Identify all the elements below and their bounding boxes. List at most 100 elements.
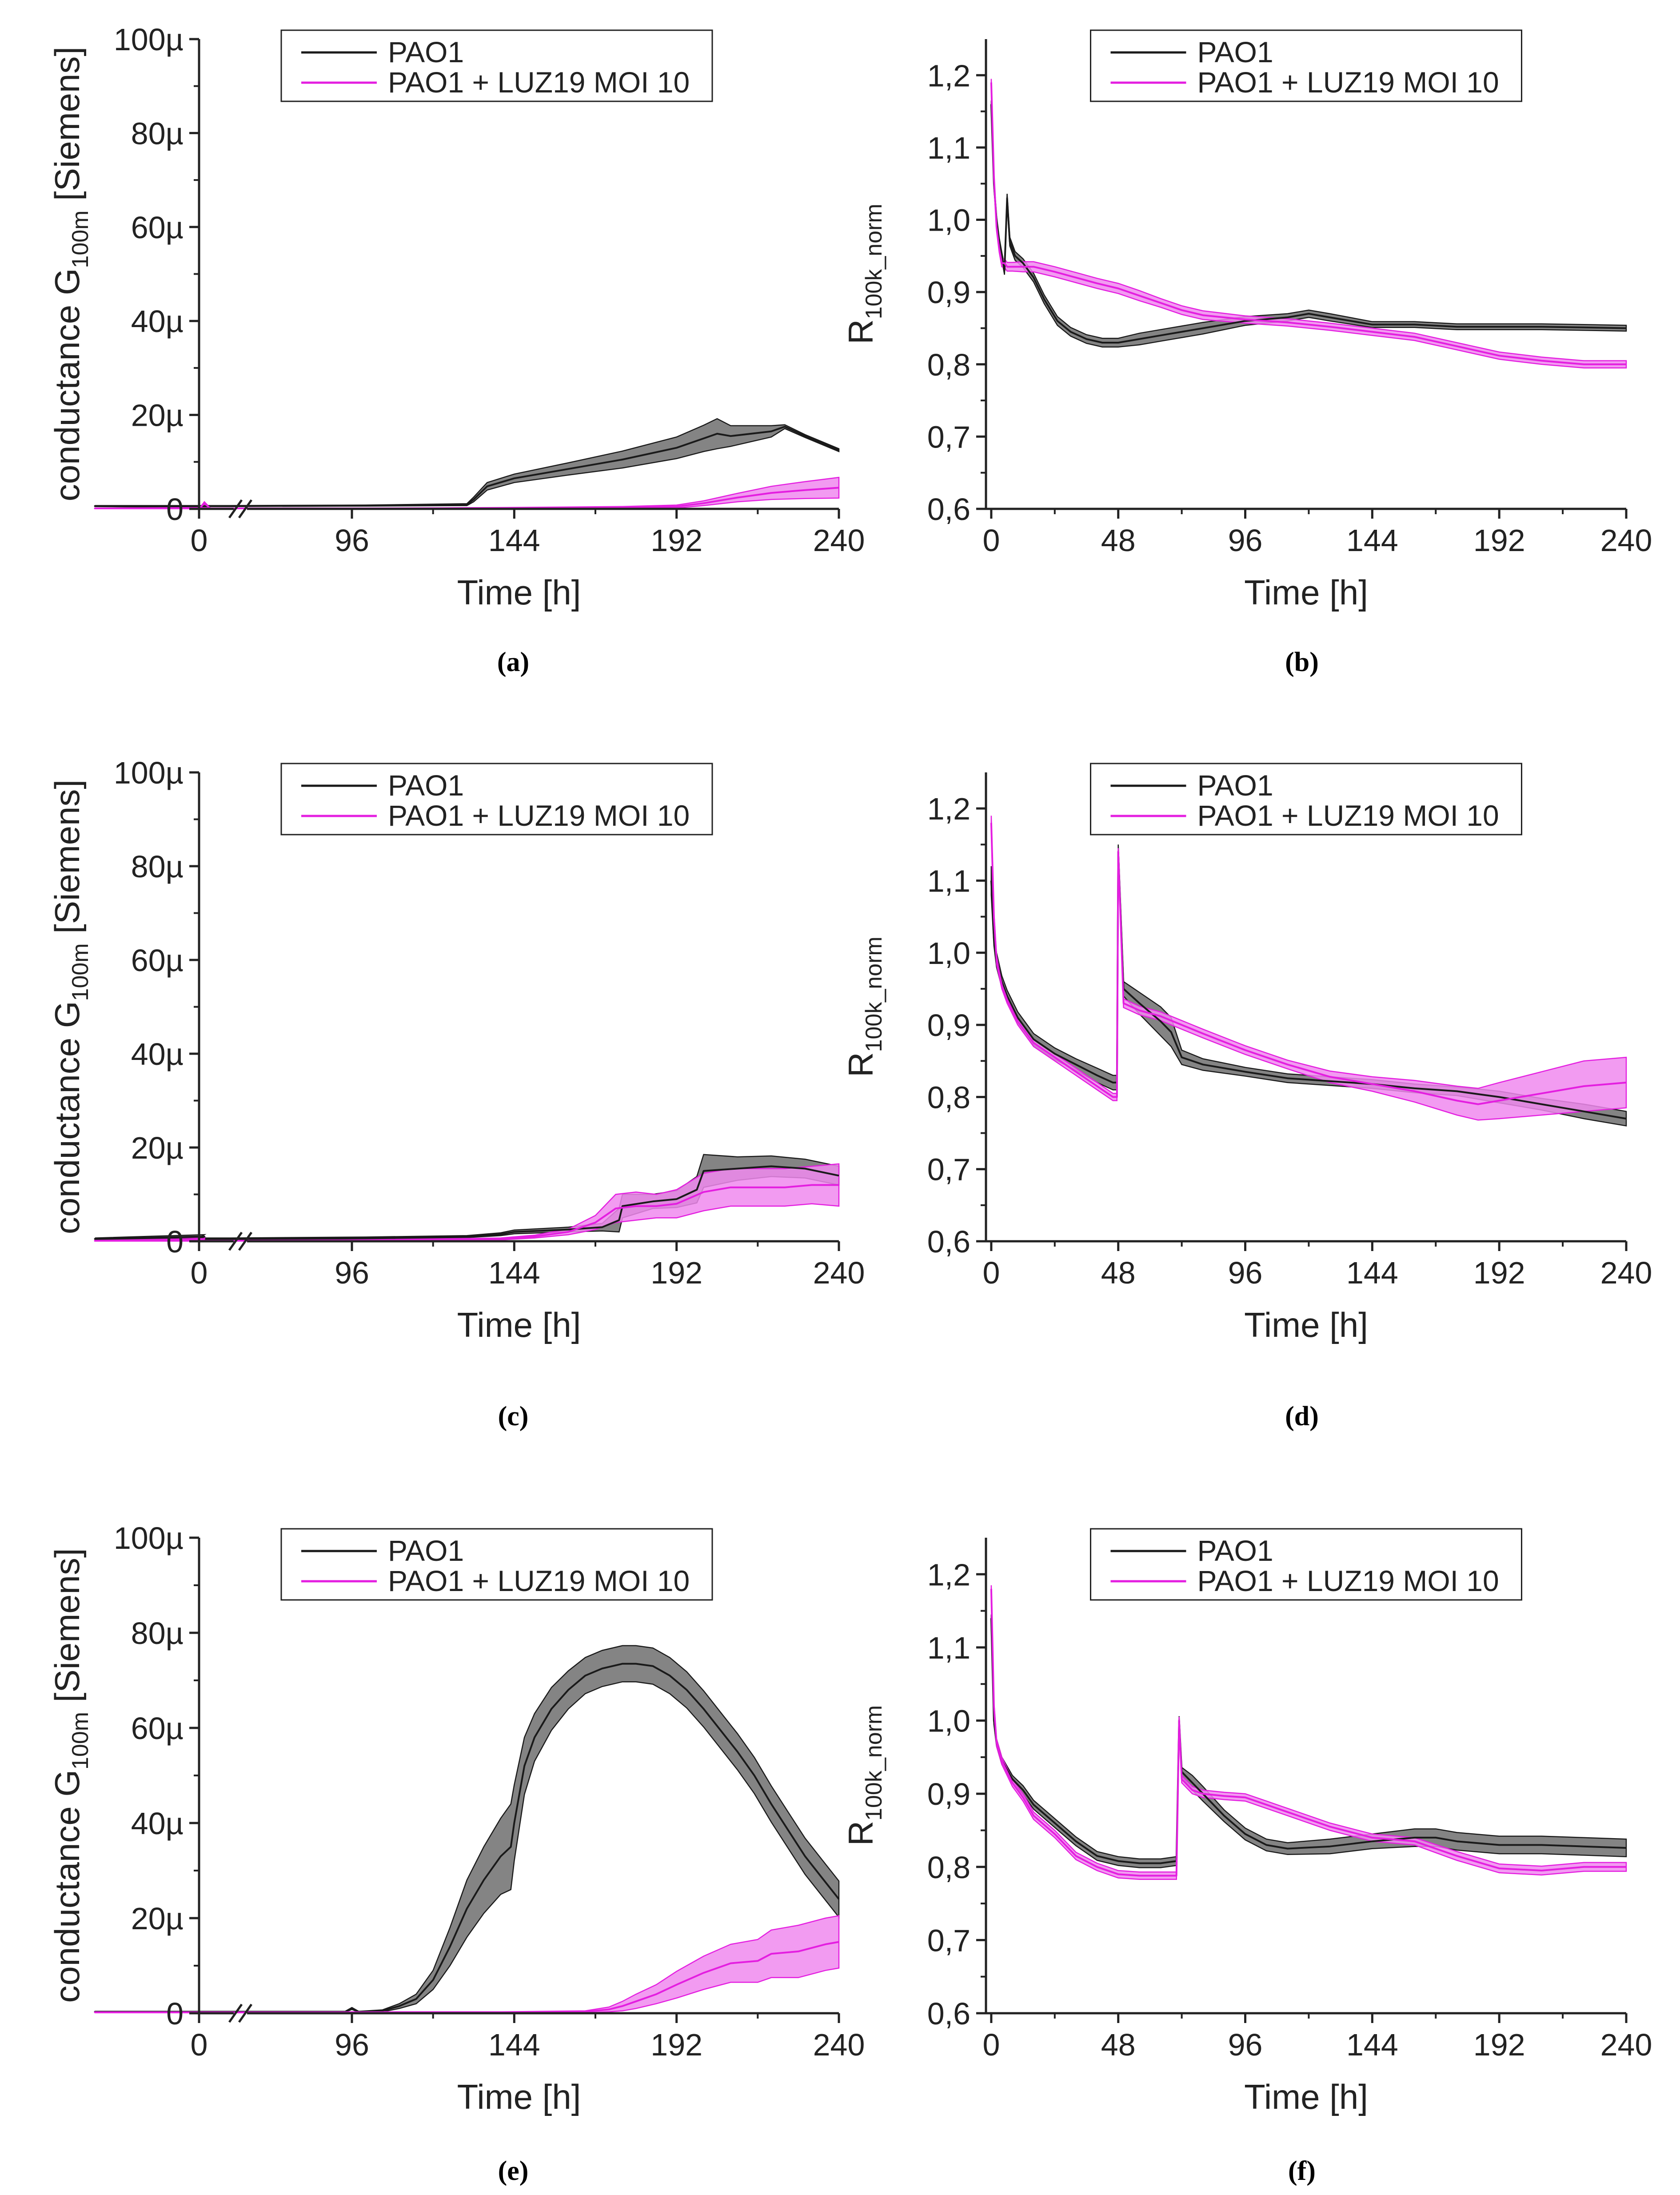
axis-break-mark <box>228 499 243 519</box>
legend-label-pao1-luz19: PAO1 + LUZ19 MOI 10 <box>388 1564 690 1597</box>
y-axis-label-subscript: 100m <box>68 210 93 268</box>
y-tick-label: 100µ <box>114 756 184 790</box>
series-line-pao1 <box>94 1663 840 2013</box>
y-tick-label: 40µ <box>131 304 184 339</box>
y-axis-label-subscript: 100k_norm <box>861 936 887 1052</box>
legend-label-pao1: PAO1 <box>1197 36 1273 68</box>
y-tick-label: 20µ <box>131 1901 184 1936</box>
x-axis-label: Time [h] <box>457 2077 581 2116</box>
y-tick-label: 0,7 <box>927 1152 970 1187</box>
y-tick-label: 0,6 <box>927 492 970 527</box>
legend-box <box>280 1528 713 1601</box>
y-axis-label-subscript: 100k_norm <box>861 204 887 319</box>
y-tick-label: 60µ <box>131 943 184 978</box>
x-tick-label: 0 <box>982 1255 1000 1290</box>
x-axis-label: Time [h] <box>1244 2077 1368 2116</box>
x-tick-label: 0 <box>982 523 1000 558</box>
x-tick-label: 240 <box>813 2027 865 2062</box>
panel-caption: (b) <box>1285 647 1319 677</box>
y-tick-label: 40µ <box>131 1037 184 1072</box>
y-tick-label: 0,6 <box>927 1224 970 1259</box>
chart-panel-f: 0 48 96 144 192 240 0,6 0,7 0,8 0,9 1,0 1,1 1,2 Time … <box>841 1528 1652 2186</box>
x-tick-label: 144 <box>488 523 540 558</box>
y-tick-label: 20µ <box>131 398 184 433</box>
y-axis-label-main: R <box>841 1052 880 1077</box>
y-tick-label: 60µ <box>131 1711 184 1746</box>
x-tick-label: 0 <box>191 2027 208 2062</box>
x-tick-label: 192 <box>650 2027 702 2062</box>
y-tick-label: 0 <box>166 492 184 527</box>
panel-caption: (d) <box>1285 1401 1319 1431</box>
x-tick-label: 192 <box>650 523 702 558</box>
legend-label-pao1: PAO1 <box>388 36 464 68</box>
x-tick-label: 240 <box>813 1255 865 1290</box>
axes: 0 96 144 192 240 0 20µ 40µ 60µ 80µ 100µ <box>114 22 865 558</box>
x-tick-label: 96 <box>335 2027 369 2062</box>
legend-box <box>1090 763 1522 836</box>
y-tick-label: 80µ <box>131 1616 184 1651</box>
chart-panel-d: 0 48 96 144 192 240 0,6 0,7 0,8 0,9 1,0 1,1 1,2 Time … <box>841 763 1652 1431</box>
legend-label-pao1: PAO1 <box>1197 769 1273 802</box>
x-tick-label: 96 <box>1228 523 1263 558</box>
x-tick-label: 96 <box>1228 1255 1263 1290</box>
panel-caption: (e) <box>498 2156 529 2186</box>
y-tick-label: 1,1 <box>927 1631 970 1665</box>
legend-label-pao1: PAO1 <box>388 1534 464 1567</box>
y-axis-label-unit: [Siemens] <box>48 47 87 210</box>
x-tick-label: 0 <box>982 2027 1000 2062</box>
band-pao1-luz19 <box>990 1585 1627 1880</box>
series-line-pao1 <box>94 1165 839 1240</box>
legend-label-pao1: PAO1 <box>388 769 464 802</box>
x-axis-label: Time [h] <box>457 573 581 612</box>
legend-label-pao1: PAO1 <box>1197 1534 1273 1567</box>
band-pao1 <box>990 100 1627 348</box>
chart-panel-c: 0 96 144 192 240 0 20µ 40µ 60µ 80µ 100µ Time [h] con… <box>48 756 865 1431</box>
series-line-pao1 <box>990 851 1627 1120</box>
y-axis-label: conductance G100m [Siemens] <box>48 47 93 501</box>
y-tick-label: 0,9 <box>927 275 970 310</box>
x-tick-label: 144 <box>488 2027 540 2062</box>
series-line-pao1-luz19 <box>990 1589 1626 1877</box>
y-axis-label: R100k_norm <box>841 936 887 1077</box>
legend-label-pao1-luz19: PAO1 + LUZ19 MOI 10 <box>1197 66 1499 99</box>
y-tick-label: 60µ <box>131 210 184 245</box>
y-tick-label: 0 <box>166 1996 184 2031</box>
x-tick-label: 240 <box>813 523 865 558</box>
series-line-pao1 <box>990 104 1627 344</box>
y-axis-label: R100k_norm <box>841 1705 887 1846</box>
band-pao1 <box>990 1614 1627 1868</box>
y-tick-label: 0,8 <box>927 1850 970 1885</box>
x-tick-label: 240 <box>1600 523 1652 558</box>
x-tick-label: 192 <box>1473 2027 1525 2062</box>
y-axis-label-unit: [Siemens] <box>48 1548 87 1711</box>
y-tick-label: 1,0 <box>927 203 970 238</box>
legend-box <box>280 763 713 836</box>
axes: 0 48 96 144 192 240 0,6 0,7 0,8 0,9 1,0 1,1 1,2 <box>927 772 1652 1290</box>
y-tick-label: 1,1 <box>927 131 970 165</box>
x-tick-label: 192 <box>1473 523 1525 558</box>
y-axis-label-subscript: 100k_norm <box>861 1705 887 1821</box>
y-tick-label: 40µ <box>131 1806 184 1841</box>
y-tick-label: 80µ <box>131 849 184 884</box>
series-line-pao1 <box>94 426 839 508</box>
x-tick-label: 0 <box>191 523 208 558</box>
band-pao1-luz19 <box>990 79 1627 369</box>
y-tick-label: 100µ <box>114 22 184 57</box>
x-axis-label: Time [h] <box>1244 573 1368 612</box>
axes: 0 48 96 144 192 240 0,6 0,7 0,8 0,9 1,0 1,1 1,2 <box>927 39 1652 558</box>
axis-break-mark <box>228 1231 243 1251</box>
y-tick-label: 0,6 <box>927 1996 970 2031</box>
series-line-pao1 <box>990 1618 1627 1864</box>
legend-box <box>1090 29 1522 102</box>
x-tick-label: 240 <box>1600 1255 1652 1290</box>
y-axis-label-main: R <box>841 1821 880 1846</box>
chart-panel-e: 0 96 144 192 240 0 20µ 40µ 60µ 80µ 100µ Time [h] con… <box>48 1521 865 2186</box>
y-tick-label: 0,7 <box>927 1923 970 1958</box>
y-tick-label: 0,9 <box>927 1008 970 1043</box>
y-axis-label-main: conductance G <box>48 268 87 501</box>
y-tick-label: 1,2 <box>927 58 970 93</box>
